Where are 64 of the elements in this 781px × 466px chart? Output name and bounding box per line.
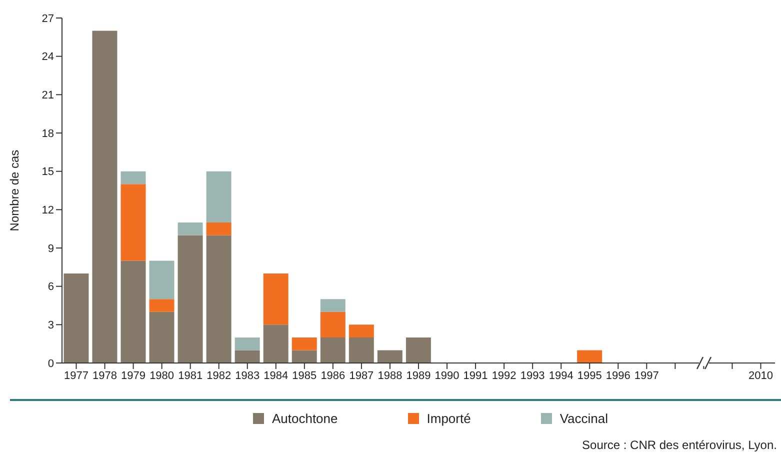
- x-tick-label: 1983: [235, 370, 260, 382]
- x-tick-label: 1988: [378, 370, 402, 382]
- x-tick-label: 2010: [748, 370, 773, 382]
- bar: [577, 350, 602, 363]
- bar: [263, 324, 288, 363]
- y-tick-label: 0: [48, 358, 54, 370]
- bar: [234, 337, 260, 350]
- bar: [120, 171, 146, 184]
- x-tick-label: 1982: [206, 370, 232, 382]
- x-tick-label: 1992: [492, 370, 516, 382]
- y-tick-label: 15: [42, 166, 54, 178]
- x-tick-label: 1993: [520, 370, 545, 382]
- y-tick-label: 3: [48, 320, 54, 332]
- bar: [120, 184, 146, 261]
- legend-label: Vaccinal: [560, 411, 608, 426]
- x-tick-label: 1991: [463, 370, 488, 382]
- x-tick-label: 1997: [634, 370, 659, 382]
- y-axis-title: Nombre de cas: [7, 150, 22, 232]
- bar: [64, 274, 89, 363]
- y-tick-label: 27: [42, 12, 54, 25]
- x-tick-label: 1984: [264, 370, 288, 382]
- bar: [406, 337, 431, 363]
- bar: [263, 274, 288, 325]
- bar: [206, 171, 232, 222]
- x-tick-label: 1989: [406, 370, 431, 382]
- y-tick-label: 12: [42, 204, 54, 217]
- y-tick-label: 18: [42, 128, 54, 140]
- x-tick-label: 1987: [349, 370, 374, 382]
- bar: [149, 312, 174, 363]
- bar: [149, 299, 174, 312]
- x-tick-label: 1981: [178, 370, 203, 382]
- bar: [92, 30, 118, 363]
- x-tick-label: 1977: [64, 370, 88, 382]
- legend-label: Importé: [426, 411, 471, 426]
- bar: [377, 350, 402, 363]
- legend-label: Autochtone: [272, 411, 338, 426]
- bar: [292, 350, 317, 363]
- x-tick-label: 1978: [92, 370, 118, 382]
- y-tick-label: 6: [48, 281, 54, 294]
- x-tick-label: 1979: [121, 370, 146, 382]
- y-tick-label: 21: [42, 90, 54, 102]
- bar: [149, 260, 174, 300]
- bar: [348, 337, 374, 363]
- bar: [120, 260, 146, 363]
- bar: [178, 222, 203, 236]
- bar: [320, 312, 346, 338]
- bar: [206, 235, 232, 363]
- x-tick-label: 1980: [150, 370, 174, 382]
- source-note: Source : CNR des entérovirus, Lyon.: [581, 438, 778, 452]
- x-tick-label: 1994: [548, 370, 574, 382]
- bar: [292, 337, 317, 350]
- x-tick-label: 1986: [320, 370, 346, 382]
- bar: [320, 299, 346, 312]
- x-tick-label: 1995: [577, 370, 602, 382]
- bar: [206, 222, 232, 236]
- y-tick-label: 24: [42, 51, 54, 64]
- x-tick-label: 1985: [292, 370, 317, 382]
- bar: [320, 337, 346, 363]
- bar: [178, 235, 203, 363]
- bar: [348, 324, 374, 338]
- bar: [234, 350, 260, 363]
- x-tick-label: 1990: [434, 370, 460, 382]
- y-tick-label: 9: [48, 242, 54, 255]
- x-tick-label: 1996: [606, 370, 630, 382]
